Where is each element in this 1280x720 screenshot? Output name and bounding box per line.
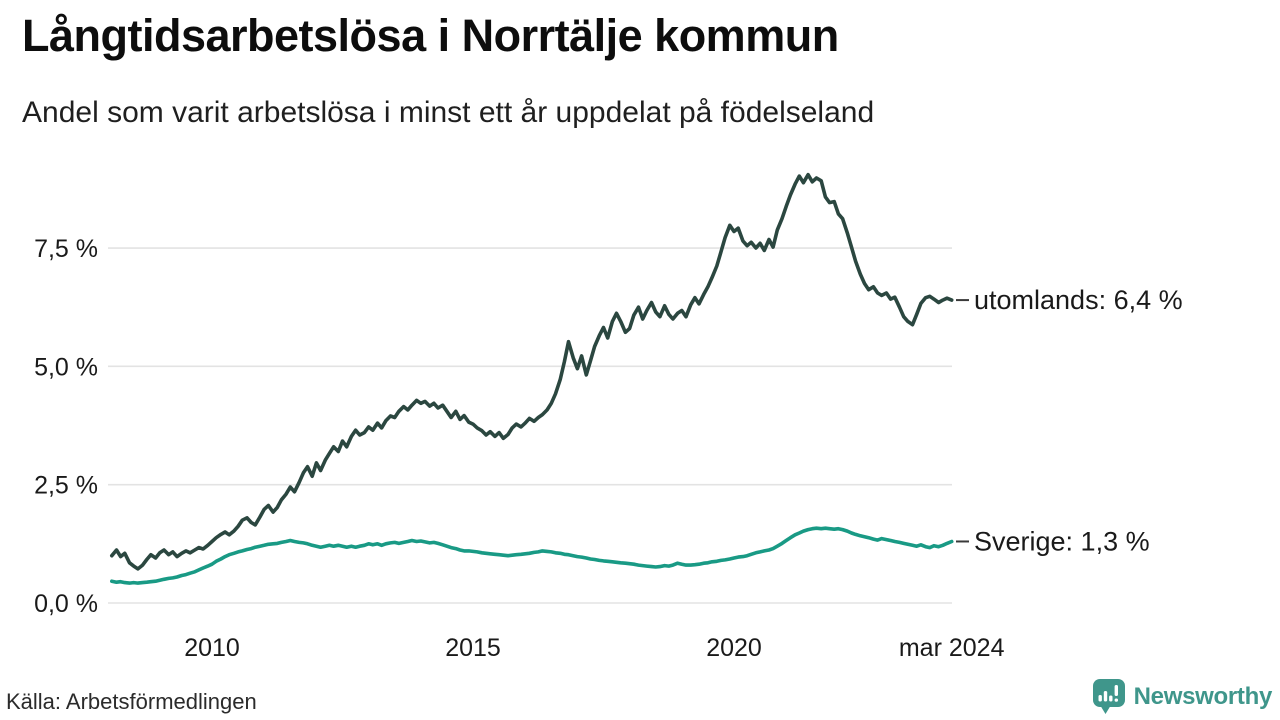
x-tick-label: 2020 — [706, 634, 762, 662]
series-line-utomlands — [110, 172, 954, 571]
brand-name: Newsworthy — [1133, 682, 1273, 710]
x-tick-label: 2015 — [445, 634, 501, 662]
brand-logo: Newsworthy — [1092, 678, 1272, 715]
series-end-label-utomlands: utomlands: 6,4 % — [974, 285, 1183, 315]
series-line-sverige — [110, 526, 954, 585]
y-tick-label: 7,5 % — [34, 235, 98, 263]
y-tick-label: 0,0 % — [34, 590, 98, 618]
newsworthy-icon — [1092, 679, 1125, 714]
source-note: Källa: Arbetsförmedlingen — [6, 689, 257, 714]
x-tick-label: mar 2024 — [899, 634, 1005, 662]
x-tick-label: 2010 — [184, 634, 240, 662]
series-end-label-sverige: Sverige: 1,3 % — [974, 526, 1150, 556]
chart-subtitle: Andel som varit arbetslösa i minst ett å… — [22, 96, 875, 129]
y-tick-label: 2,5 % — [34, 472, 98, 500]
page-title: Långtidsarbetslösa i Norrtälje kommun — [22, 10, 839, 61]
y-tick-label: 5,0 % — [34, 353, 98, 381]
